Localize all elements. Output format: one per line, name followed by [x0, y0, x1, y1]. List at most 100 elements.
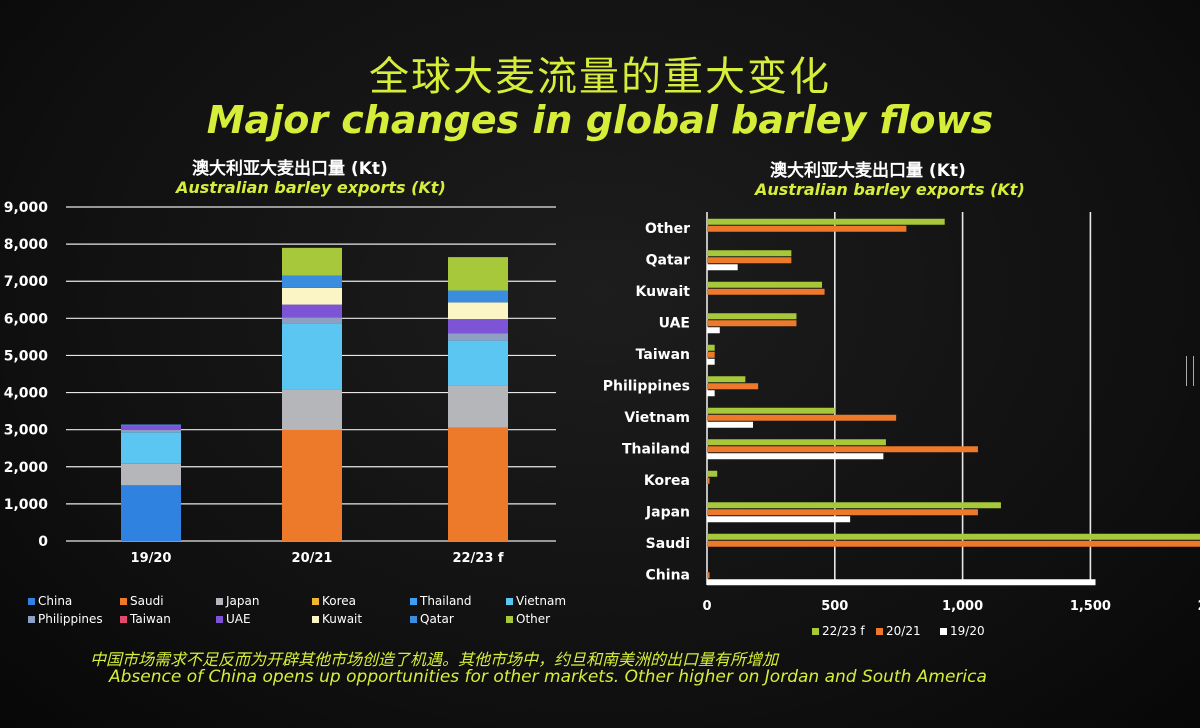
y-tick-label: 7,000: [4, 274, 49, 290]
bar-segment-philippines: [282, 317, 342, 324]
bar-22-23-f: [707, 313, 797, 320]
bar-19-20: [707, 327, 720, 334]
y-tick-label: 6,000: [4, 311, 49, 327]
legend-item-taiwan: Taiwan: [120, 612, 171, 626]
bar-segment-uae: [282, 304, 342, 318]
legend-item-uae: UAE: [216, 612, 251, 626]
legend-swatch: [410, 598, 417, 605]
bar-20-21: [707, 572, 710, 579]
bar-segment-kuwait: [282, 287, 342, 305]
bar-segment-vietnam: [448, 340, 508, 386]
legend-label: Philippines: [38, 612, 103, 626]
resize-handle[interactable]: [1186, 356, 1194, 386]
x-tick-label: 22/23 f: [452, 551, 503, 566]
bar-19-20: [707, 264, 738, 271]
legend-swatch: [120, 598, 127, 605]
category-label: Other: [645, 221, 690, 237]
slide-title-zh: 全球大麦流量的重大变化: [369, 54, 831, 100]
bar-19-20: [707, 358, 715, 365]
legend-label: Qatar: [420, 612, 454, 626]
bar-22-23-f: [707, 250, 792, 257]
bar-22-23-f: [707, 376, 746, 383]
bar-segment-qatar: [121, 424, 181, 426]
legend-swatch: [506, 616, 513, 623]
legend-swatch: [506, 598, 513, 605]
legend-swatch: [940, 628, 947, 635]
bar-segment-japan: [448, 385, 508, 428]
bar-20-21: [707, 320, 797, 327]
right-chart-subtitle-zh: 澳大利亚大麦出口量 (Kt): [770, 161, 966, 181]
bar-segment-other: [282, 247, 342, 276]
bar-20-21: [707, 414, 897, 421]
category-label: China: [646, 567, 690, 583]
bar-segment-philippines: [448, 333, 508, 341]
category-label: Philippines: [603, 378, 690, 394]
legend-item-qatar: Qatar: [410, 612, 454, 626]
bar-19-20: [707, 390, 715, 397]
category-label: Korea: [644, 473, 690, 489]
bar-segment-saudi: [282, 429, 342, 541]
x-tick-label: 1,000: [942, 599, 983, 614]
legend-item-kuwait: Kuwait: [312, 612, 362, 626]
legend-item-vietnam: Vietnam: [506, 594, 566, 608]
y-tick-label: 1,000: [4, 497, 49, 513]
bar-segment-kuwait: [448, 302, 508, 320]
bar-20-21: [707, 446, 978, 453]
y-tick-label: 2,000: [4, 460, 49, 476]
left-chart-subtitle-zh: 澳大利亚大麦出口量 (Kt): [192, 159, 388, 179]
x-tick-label: 2,000: [1198, 599, 1200, 614]
bar-segment-china: [121, 485, 181, 541]
x-tick-label: 1,500: [1070, 599, 1111, 614]
legend-label: Thailand: [420, 594, 472, 608]
bar-20-21: [707, 225, 907, 232]
bar-19-20: [707, 579, 1096, 586]
bar-22-23-f: [707, 218, 945, 225]
bar-22-23-f: [707, 533, 1200, 540]
legend-item-saudi: Saudi: [120, 594, 164, 608]
legend-label: Japan: [226, 594, 260, 608]
legend-item-other: Other: [506, 612, 550, 626]
bar-segment-vietnam: [121, 432, 181, 464]
legend-swatch: [812, 628, 819, 635]
bar-20-21: [707, 477, 710, 484]
x-tick-label: 0: [702, 599, 711, 614]
legend-swatch: [120, 616, 127, 623]
legend-swatch: [312, 616, 319, 623]
category-label: Kuwait: [636, 284, 691, 300]
bar-20-21: [707, 351, 715, 358]
bar-19-20: [707, 516, 851, 523]
bar-20-21: [707, 288, 825, 295]
bar-segment-qatar: [282, 275, 342, 288]
bar-segment-saudi: [448, 427, 508, 541]
legend-label: Vietnam: [516, 594, 567, 608]
category-label: Japan: [645, 504, 690, 520]
bar-19-20: [707, 453, 884, 460]
bar-20-21: [707, 509, 978, 516]
bar-segment-japan: [282, 389, 342, 430]
bar-20-21: [707, 257, 792, 264]
bar-22-23-f: [707, 281, 823, 288]
bar-segment-uae: [448, 319, 508, 334]
legend-label: 22/23 f: [822, 624, 865, 638]
x-tick-label: 20/21: [292, 551, 333, 566]
bar-22-23-f: [707, 344, 715, 351]
legend-label: 19/20: [950, 624, 985, 638]
legend-item-philippines: Philippines: [28, 612, 103, 626]
legend-swatch: [216, 616, 223, 623]
legend-item-japan: Japan: [216, 594, 259, 608]
footer-note-en: Absence of China opens up opportunities …: [109, 667, 987, 687]
legend-label: 20/21: [886, 624, 921, 638]
footer-note-zh: 中国市场需求不足反而为开辟其他市场创造了机遇。其他市场中，约旦和南美洲的出口量有…: [90, 650, 779, 669]
category-label: Taiwan: [636, 347, 690, 363]
legend-label: UAE: [226, 612, 251, 626]
x-tick-label: 19/20: [131, 551, 172, 566]
legend-swatch: [28, 598, 35, 605]
legend-label: China: [38, 594, 73, 608]
y-tick-label: 3,000: [4, 423, 49, 439]
legend-label: Kuwait: [322, 612, 363, 626]
legend-label: Taiwan: [130, 612, 171, 626]
right-chart-subtitle-en: Australian barley exports (Kt): [755, 180, 1025, 199]
y-tick-label: 0: [38, 534, 48, 550]
legend-swatch: [312, 598, 319, 605]
